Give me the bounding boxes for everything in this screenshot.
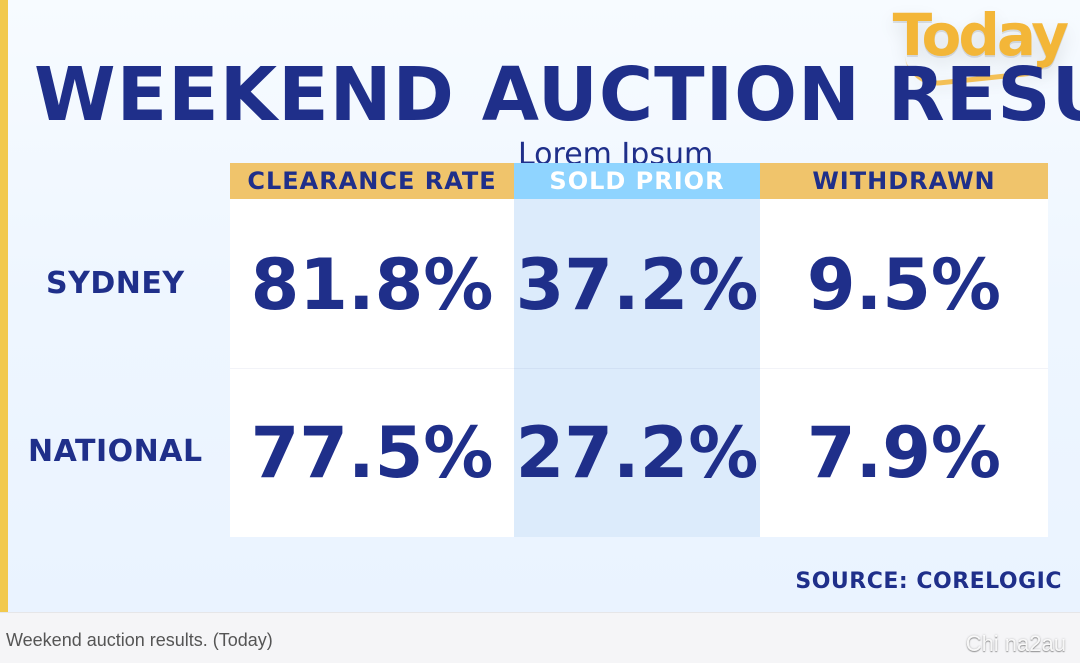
today-logo: Today [893, 6, 1069, 89]
auction-results-graphic: Today WEEKEND AUCTION RESULTS Lorem Ipsu… [0, 0, 1080, 612]
row-label-national: NATIONAL [28, 434, 203, 469]
results-table: CLEARANCE RATE SOLD PRIOR WITHDRAWN [230, 163, 1048, 537]
source-label: SOURCE: CORELOGIC [795, 569, 1062, 594]
column-header-withdrawn: WITHDRAWN [760, 163, 1048, 199]
column-header-clearance-rate: CLEARANCE RATE [230, 163, 514, 199]
image-caption: Weekend auction results. (Today) [6, 630, 273, 650]
cell-sydney-withdrawn: 9.5% [806, 244, 1002, 326]
cell-sydney-clearance-rate: 81.8% [250, 244, 494, 326]
cell-national-sold-prior: 27.2% [515, 412, 759, 494]
caption-bar: Weekend auction results. (Today) Chi na2… [0, 612, 1080, 663]
column-body-sold-prior [514, 199, 760, 537]
row-label-sydney: SYDNEY [46, 266, 185, 301]
cell-sydney-sold-prior: 37.2% [515, 244, 759, 326]
cell-national-clearance-rate: 77.5% [250, 412, 494, 494]
watermark-text: Chi na2au [965, 631, 1066, 656]
left-accent-bar [0, 0, 8, 612]
column-body-clearance-rate [230, 199, 514, 537]
cell-national-withdrawn: 7.9% [806, 412, 1002, 494]
row-divider [230, 368, 1048, 369]
today-logo-text: Today [892, 1, 1069, 69]
page-title: WEEKEND AUCTION RESULTS [34, 52, 1080, 138]
column-header-sold-prior: SOLD PRIOR [514, 163, 760, 199]
column-body-withdrawn [760, 199, 1048, 537]
